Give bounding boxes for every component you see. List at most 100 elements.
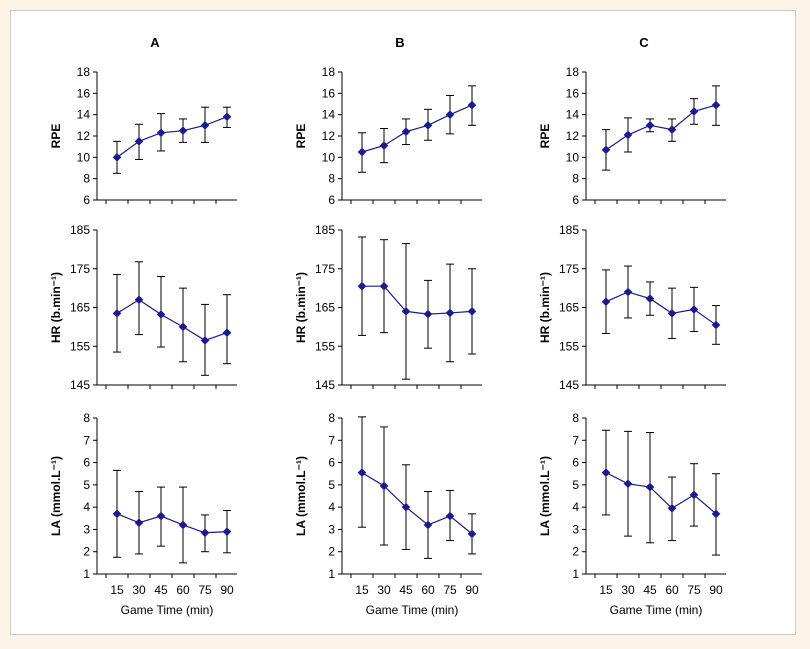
y-tick-label-a-2: 5	[83, 478, 90, 492]
data-point-c-1	[667, 309, 677, 318]
data-point-b-0	[445, 110, 455, 119]
y-tick-label-a-1: 155	[70, 339, 90, 353]
chart-figure: A B C681012141618RPE681012141618RPE6810121…	[49, 35, 726, 617]
data-point-a-0	[134, 137, 144, 146]
data-point-b-1	[467, 307, 477, 316]
data-point-c-0	[623, 130, 633, 140]
data-point-c-1	[645, 294, 655, 303]
y-tick-label-b-1: 185	[315, 223, 335, 237]
data-point-a-2	[134, 518, 144, 528]
y-tick-label-b-2: 7	[328, 433, 335, 447]
y-axis-label-b-2: LA (mmol.L⁻¹)	[294, 456, 308, 536]
data-point-c-0	[601, 145, 611, 155]
data-point-a-0	[200, 121, 210, 130]
y-tick-label-c-1: 155	[559, 339, 579, 353]
y-tick-label-c-1: 145	[559, 378, 579, 392]
series-line-c-0	[605, 104, 717, 151]
data-point-a-0	[178, 126, 188, 135]
y-tick-label-c-2: 5	[572, 478, 579, 492]
y-tick-label-c-2: 7	[572, 433, 579, 447]
y-tick-label-a-2: 4	[83, 500, 90, 514]
series-line-b-1	[362, 285, 473, 315]
series-line-c-2	[605, 472, 717, 515]
data-point-c-2	[623, 479, 633, 489]
y-tick-label-b-2: 2	[328, 545, 335, 559]
x-tick-label-a-2: 90	[220, 583, 234, 597]
y-tick-label-a-2: 8	[83, 411, 90, 425]
x-tick-label-c-2: 15	[599, 583, 613, 597]
y-axis-label-c-1: HR (b.min⁻¹)	[538, 272, 552, 343]
data-point-b-0	[423, 121, 433, 130]
data-point-a-2	[200, 528, 210, 538]
x-tick-label-c-2: 90	[709, 583, 723, 597]
y-tick-label-a-1: 165	[70, 301, 90, 315]
x-tick-label-c-2: 75	[687, 583, 701, 597]
data-point-c-1	[711, 320, 721, 330]
series-line-a-1	[116, 299, 228, 342]
panel-letter-b: B	[395, 35, 404, 50]
y-tick-label-c-2: 1	[572, 567, 579, 581]
y-tick-label-a-2: 1	[83, 567, 90, 581]
y-tick-label-c-0: 14	[566, 108, 580, 122]
y-tick-label-a-2: 6	[83, 456, 90, 470]
figure-frame: A B C 6 8 10 12 14 16 18 RPE 6 8 10 12 14 16 18 RPE 6 8 10 12 1…	[10, 10, 796, 635]
data-point-b-2	[401, 502, 411, 512]
y-tick-label-c-0: 18	[566, 65, 580, 79]
data-point-c-0	[667, 125, 677, 134]
y-axis-label-a-1: HR (b.min⁻¹)	[49, 272, 63, 343]
y-tick-label-c-1: 185	[559, 223, 579, 237]
y-axis-label-a-2: LA (mmol.L⁻¹)	[49, 456, 63, 536]
panel-letter-c: C	[639, 35, 649, 50]
y-tick-label-c-2: 8	[572, 411, 579, 425]
data-point-b-0	[401, 127, 411, 137]
y-tick-label-a-0: 6	[83, 193, 90, 207]
y-tick-label-a-1: 185	[70, 223, 90, 237]
y-tick-label-a-2: 3	[83, 522, 90, 536]
data-point-c-0	[689, 107, 699, 116]
x-tick-label-b-2: 45	[399, 583, 413, 597]
data-point-c-2	[689, 490, 699, 500]
y-tick-label-b-0: 6	[328, 193, 335, 207]
data-point-c-1	[601, 297, 611, 306]
data-point-b-1	[445, 308, 455, 318]
y-tick-label-a-0: 12	[77, 129, 91, 143]
y-tick-label-b-0: 14	[322, 108, 336, 122]
x-tick-label-a-2: 45	[154, 583, 168, 597]
data-point-b-0	[467, 100, 477, 110]
data-point-b-2	[379, 481, 389, 491]
y-tick-label-a-0: 8	[83, 172, 90, 186]
data-point-a-0	[222, 112, 232, 122]
y-tick-label-b-2: 4	[328, 500, 335, 514]
y-tick-label-b-0: 12	[322, 129, 336, 143]
data-point-b-2	[467, 529, 477, 539]
data-point-c-2	[601, 468, 611, 477]
y-tick-label-a-0: 10	[77, 150, 91, 164]
y-tick-label-b-2: 8	[328, 411, 335, 425]
x-tick-label-a-2: 60	[176, 583, 190, 597]
y-tick-label-b-2: 5	[328, 478, 335, 492]
data-point-c-2	[667, 503, 677, 513]
y-tick-label-b-2: 3	[328, 522, 335, 536]
x-tick-label-c-2: 30	[621, 583, 635, 597]
y-tick-label-b-1: 175	[315, 262, 335, 276]
series-line-b-2	[361, 472, 473, 535]
series-line-b-0	[361, 104, 473, 153]
y-tick-label-a-2: 2	[83, 545, 90, 559]
data-point-c-2	[711, 509, 721, 519]
data-point-a-2	[156, 511, 166, 521]
y-tick-label-b-1: 145	[315, 378, 335, 392]
y-tick-label-c-1: 175	[559, 262, 579, 276]
data-point-b-2	[445, 511, 455, 521]
y-tick-label-a-2: 7	[83, 433, 90, 447]
data-point-a-2	[178, 520, 188, 530]
y-tick-label-b-0: 16	[322, 86, 336, 100]
data-point-c-1	[623, 287, 633, 297]
data-point-c-0	[711, 100, 721, 110]
y-tick-label-c-2: 6	[572, 456, 579, 470]
data-point-c-2	[645, 482, 655, 492]
data-point-a-0	[112, 153, 122, 162]
x-tick-label-b-2: 15	[355, 583, 369, 597]
y-axis-label-b-1: HR (b.min⁻¹)	[294, 272, 308, 343]
x-tick-label-a-2: 75	[198, 583, 212, 597]
y-axis-label-c-2: LA (mmol.L⁻¹)	[538, 456, 552, 536]
